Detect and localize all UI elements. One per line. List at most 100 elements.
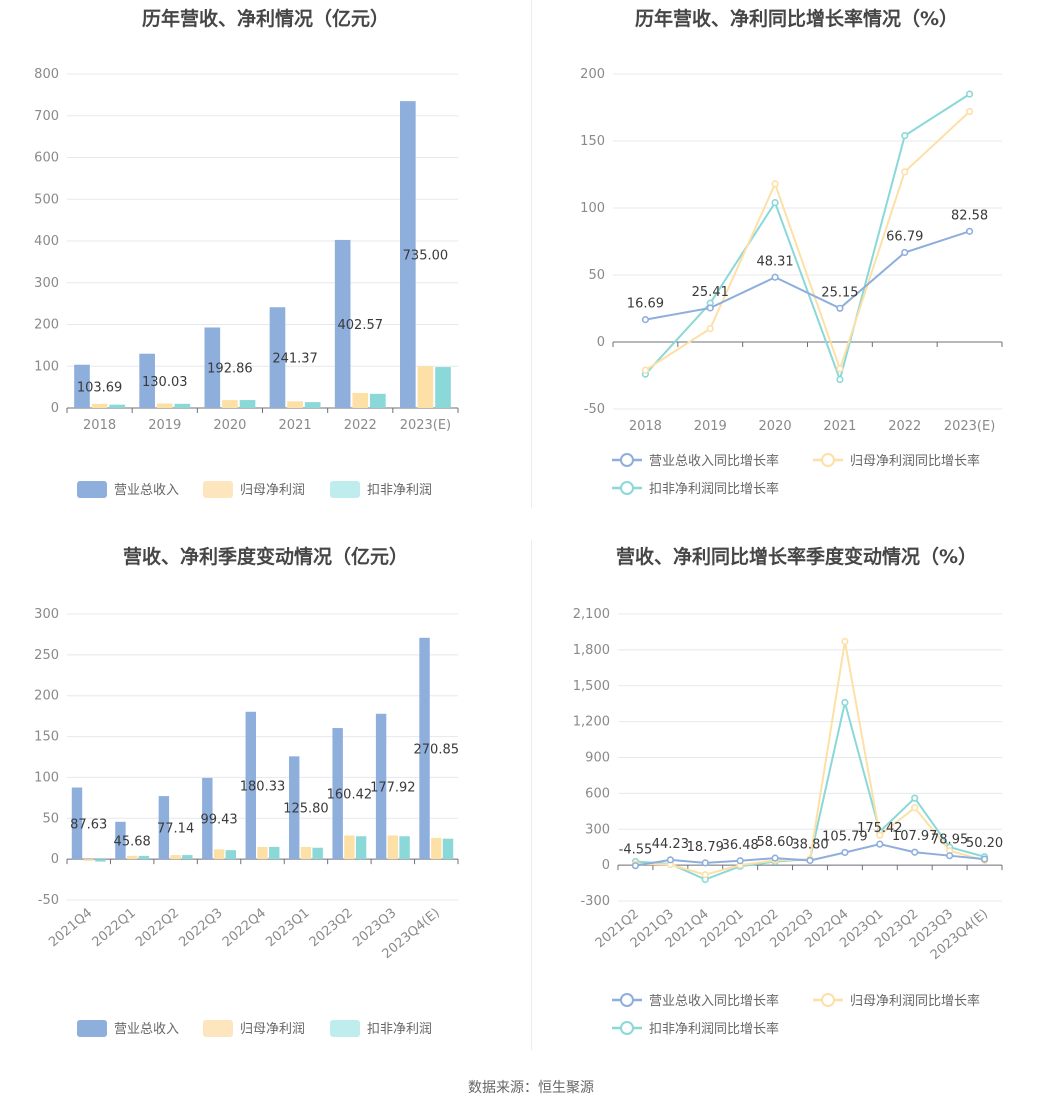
data-point bbox=[836, 304, 844, 312]
data-point bbox=[641, 316, 650, 324]
x-tick-label: 2019 bbox=[148, 418, 181, 433]
annual-revenue-chart: 0 100 200 300 400 500 600 700 800 2018 2019 2020 202… bbox=[34, 67, 459, 498]
data-label: 87.63 bbox=[70, 817, 107, 832]
data-label: 50.20 bbox=[966, 836, 1003, 851]
bar-deducted-profit bbox=[174, 403, 191, 408]
bar-deducted-profit bbox=[442, 838, 454, 860]
x-tick-label: 2023(E) bbox=[944, 419, 995, 434]
bar-deducted-profit bbox=[399, 836, 410, 860]
data-point bbox=[631, 862, 640, 870]
legend-marker bbox=[620, 481, 634, 495]
bar-net-profit bbox=[83, 859, 94, 861]
y-tick-label: 2,100 bbox=[573, 607, 610, 622]
y-tick-label: 300 bbox=[585, 822, 610, 837]
annual-growth-chart: -50 0 50 100 150 200 2018 2019 2020 2021 2022 2023(… bbox=[580, 67, 1003, 497]
legend-label: 归母净利润 bbox=[240, 1022, 305, 1037]
legend-marker bbox=[620, 1021, 634, 1035]
data-point bbox=[876, 831, 884, 839]
data-point bbox=[836, 375, 844, 384]
bar-deducted-profit bbox=[355, 836, 367, 860]
x-tick-label: 2023(E) bbox=[400, 418, 451, 433]
data-label: 77.14 bbox=[157, 822, 194, 837]
data-point bbox=[901, 132, 909, 140]
data-point bbox=[736, 857, 744, 865]
data-label: 192.86 bbox=[207, 362, 253, 377]
data-source: 数据来源：恒生聚源 bbox=[468, 1080, 594, 1096]
y-tick-label: 0 bbox=[602, 858, 610, 873]
y-tick-label: -300 bbox=[580, 894, 610, 909]
x-tick-label: 2022Q1 bbox=[90, 906, 139, 951]
y-tick-label: 1,800 bbox=[573, 643, 610, 658]
series-line bbox=[644, 93, 971, 383]
quarterly-revenue-chart: -500501001502002503002021Q42022Q12022Q22… bbox=[34, 607, 459, 1037]
bar-deducted-profit bbox=[370, 393, 386, 408]
bar-deducted-profit bbox=[312, 847, 323, 860]
bar-net-profit bbox=[417, 366, 434, 408]
data-point bbox=[965, 107, 974, 116]
bar-net-profit bbox=[213, 849, 225, 860]
legend-label: 营业总收入 bbox=[114, 1022, 179, 1037]
bar-net-profit bbox=[222, 400, 238, 408]
chart-title: 历年营收、净利情况（亿元） bbox=[141, 8, 389, 30]
bar-net-profit bbox=[344, 835, 355, 860]
data-label: 16.69 bbox=[627, 297, 664, 312]
data-point bbox=[980, 855, 989, 863]
x-tick-label: 2022 bbox=[344, 418, 377, 433]
data-point bbox=[806, 856, 814, 865]
bar-revenue bbox=[202, 777, 213, 860]
y-tick-label: 50 bbox=[42, 811, 59, 826]
data-point bbox=[771, 273, 779, 281]
data-point bbox=[911, 804, 919, 812]
legend-label: 营业总收入 bbox=[114, 483, 179, 498]
y-tick-label: 100 bbox=[34, 359, 59, 374]
data-label: 735.00 bbox=[403, 249, 449, 264]
y-tick-label: 0 bbox=[51, 852, 59, 867]
y-tick-label: 300 bbox=[34, 607, 59, 622]
bar-revenue bbox=[289, 756, 300, 860]
data-point bbox=[706, 325, 714, 333]
y-tick-label: 250 bbox=[34, 648, 59, 663]
data-point bbox=[666, 856, 674, 864]
bar-revenue bbox=[332, 728, 343, 860]
data-point bbox=[771, 854, 779, 862]
bar-revenue bbox=[71, 787, 83, 860]
y-tick-label: 50 bbox=[588, 268, 605, 283]
legend-label: 营业总收入同比增长率 bbox=[649, 453, 779, 469]
bar-revenue bbox=[139, 353, 155, 408]
data-point bbox=[701, 871, 709, 879]
bar-deducted-profit bbox=[225, 850, 236, 860]
y-tick-label: 200 bbox=[580, 67, 605, 82]
data-point bbox=[771, 180, 779, 188]
y-tick-label: 600 bbox=[34, 151, 59, 166]
y-tick-label: -50 bbox=[584, 402, 605, 417]
y-tick-label: 800 bbox=[34, 67, 59, 82]
data-point bbox=[911, 848, 919, 856]
data-label: 105.79 bbox=[822, 829, 868, 844]
legend-marker bbox=[620, 993, 634, 1007]
bar-revenue bbox=[419, 637, 430, 860]
legend-label: 营业总收入同比增长率 bbox=[649, 993, 779, 1009]
data-point bbox=[901, 248, 909, 257]
bar-net-profit bbox=[126, 855, 138, 860]
y-tick-label: 150 bbox=[34, 730, 59, 745]
data-label: 180.33 bbox=[240, 779, 286, 794]
y-tick-label: 1,500 bbox=[573, 679, 610, 694]
y-tick-label: 0 bbox=[51, 401, 59, 416]
data-point bbox=[911, 794, 919, 802]
data-point bbox=[641, 366, 650, 374]
bar-net-profit bbox=[387, 835, 399, 860]
bar-net-profit bbox=[300, 846, 312, 860]
data-label: 18.79 bbox=[687, 840, 724, 855]
chart-title: 营收、净利同比增长率季度变动情况（%） bbox=[615, 546, 978, 568]
data-point bbox=[965, 227, 974, 235]
vertical-divider bbox=[531, 540, 532, 1050]
legend-marker bbox=[620, 453, 634, 467]
data-label: 125.80 bbox=[283, 802, 329, 817]
y-tick-label: 400 bbox=[34, 234, 59, 249]
data-point bbox=[841, 848, 849, 857]
data-point bbox=[836, 365, 844, 373]
legend-swatch bbox=[330, 481, 360, 498]
legend-swatch bbox=[203, 1020, 233, 1037]
data-label: 66.79 bbox=[886, 230, 923, 245]
legend-label: 归母净利润 bbox=[240, 483, 305, 498]
